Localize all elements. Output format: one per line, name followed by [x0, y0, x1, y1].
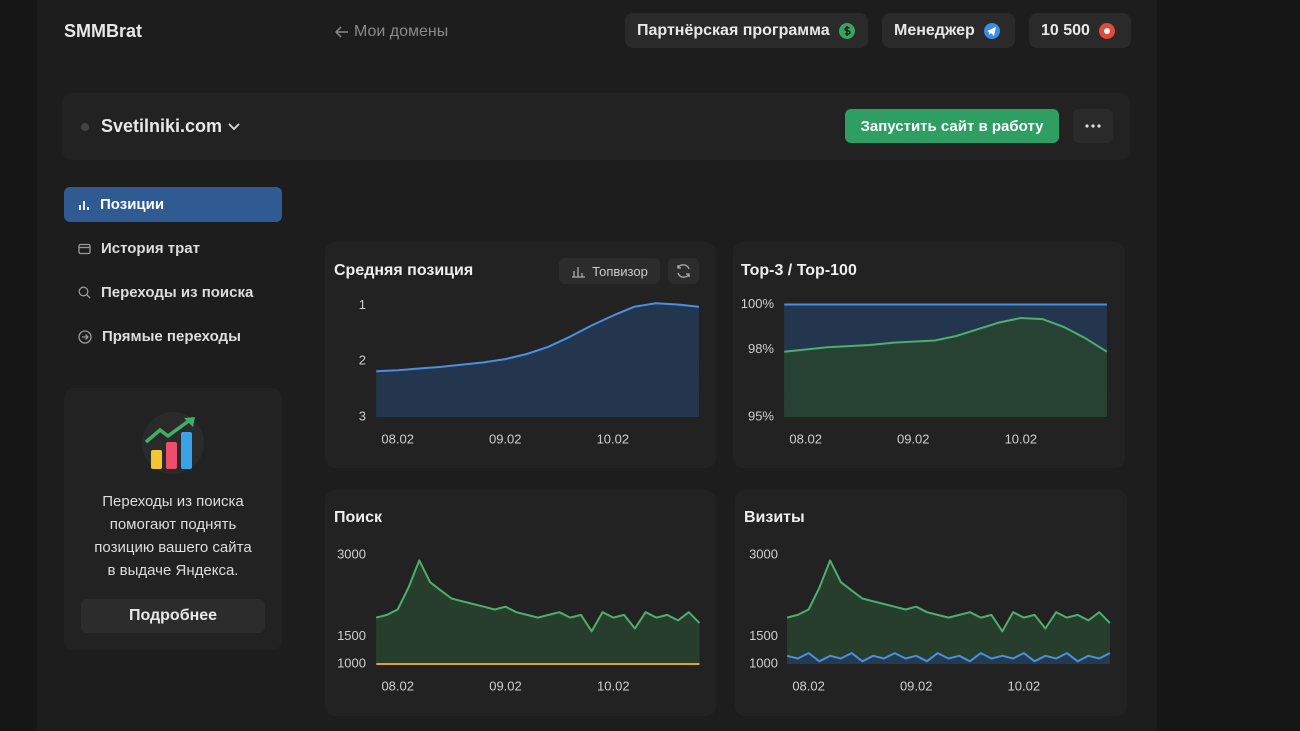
y-tick-label: 2: [359, 353, 366, 368]
nav-item[interactable]: Позиции: [64, 187, 282, 222]
promo-line: помогают поднять: [109, 516, 237, 533]
y-tick-label: 100%: [741, 296, 775, 311]
chart-title: Поиск: [334, 509, 383, 526]
promo-line: позицию вашего сайта: [94, 539, 252, 556]
x-tick-label: 09.02: [897, 431, 930, 446]
line: [376, 302, 700, 373]
x-tick-label: 09.02: [900, 678, 933, 693]
promo-line: Переходы из поиска: [102, 493, 244, 510]
y-tick-label: 1500: [749, 628, 778, 643]
promo-icon: [142, 412, 204, 474]
launch-button[interactable]: Запустить сайт в работу: [845, 109, 1059, 143]
topvisor-button[interactable]: Топвизор: [559, 258, 660, 284]
y-tick-label: 3: [359, 408, 366, 423]
line: [786, 652, 1111, 663]
chart-card: [735, 490, 1127, 716]
line: [784, 317, 1108, 353]
more-info-button[interactable]: Подробнее: [81, 599, 265, 633]
chart-title: Средняя позиция: [334, 262, 474, 279]
x-tick-label: 08.02: [792, 678, 825, 693]
partner-text: Партнёрская программа: [637, 21, 830, 39]
x-tick-label: 09.02: [489, 431, 522, 446]
x-tick-label: 08.02: [381, 431, 414, 446]
y-tick-label: 1500: [337, 628, 366, 643]
dots-icon: [1085, 124, 1101, 128]
y-tick-label: 1: [359, 297, 366, 312]
y-tick-label: 1000: [749, 655, 778, 670]
back-text: Мои домены: [354, 23, 449, 40]
domain-select[interactable]: Svetilniki.com: [101, 116, 240, 137]
balance-button[interactable]: 10 500: [1029, 13, 1131, 48]
y-tick-label: 95%: [748, 408, 774, 423]
topvisor-text: Топвизор: [592, 263, 648, 279]
nav-item[interactable]: Прямые переходы: [64, 319, 282, 354]
nav-icon: [78, 286, 91, 299]
more-button[interactable]: [1073, 109, 1113, 143]
nav-icon: [79, 200, 89, 210]
partner-button[interactable]: Партнёрская программа: [625, 13, 868, 48]
x-tick-label: 10.02: [597, 678, 630, 693]
promo-line: в выдаче Яндекса.: [107, 562, 239, 579]
balance-text: 10 500: [1041, 21, 1090, 39]
coin-icon: [1098, 22, 1115, 39]
bars-icon: [572, 266, 586, 278]
nav-text: История трат: [101, 240, 200, 257]
arrow-icon: [335, 26, 348, 38]
manager-button[interactable]: Менеджер: [882, 13, 1015, 48]
x-tick-label: 10.02: [1008, 678, 1041, 693]
y-tick-label: 3000: [749, 546, 778, 561]
y-tick-label: 1000: [337, 655, 366, 670]
nav-text: Прямые переходы: [102, 328, 241, 345]
area: [376, 303, 699, 417]
chart-title: Top-3 / Top-100: [741, 262, 857, 279]
dollar-icon: [838, 22, 855, 39]
y-tick-label: 3000: [337, 546, 366, 561]
chart-card: [325, 490, 716, 716]
status-dot: [81, 123, 89, 131]
x-tick-label: 10.02: [597, 431, 630, 446]
y-tick-label: 98%: [748, 341, 774, 356]
manager-text: Менеджер: [894, 21, 975, 39]
area: [784, 318, 1107, 417]
nav-icon: [78, 243, 91, 254]
domain-text: Svetilniki.com: [101, 116, 223, 136]
x-tick-label: 09.02: [489, 678, 522, 693]
promo-text: Переходы из поиска помогают поднять позици…: [64, 490, 282, 582]
line: [786, 559, 1111, 633]
nav-icon: [78, 329, 92, 344]
area: [787, 560, 1110, 664]
chevron: [228, 122, 240, 130]
chart-title: Визиты: [744, 509, 805, 526]
nav-item[interactable]: История трат: [64, 231, 282, 266]
refresh-icon: [677, 264, 690, 278]
telegram-icon: [983, 22, 1000, 39]
x-tick-label: 08.02: [789, 431, 822, 446]
nav-text: Переходы из поиска: [101, 284, 254, 301]
x-tick-label: 10.02: [1005, 431, 1038, 446]
back-link[interactable]: Мои домены: [335, 23, 448, 41]
refresh-button[interactable]: [668, 258, 699, 284]
line: [375, 559, 701, 633]
x-tick-label: 08.02: [381, 678, 414, 693]
nav-item[interactable]: Переходы из поиска: [64, 275, 282, 310]
area: [376, 560, 700, 664]
brand[interactable]: SMMBrat: [64, 21, 143, 41]
nav-text: Позиции: [100, 196, 165, 213]
